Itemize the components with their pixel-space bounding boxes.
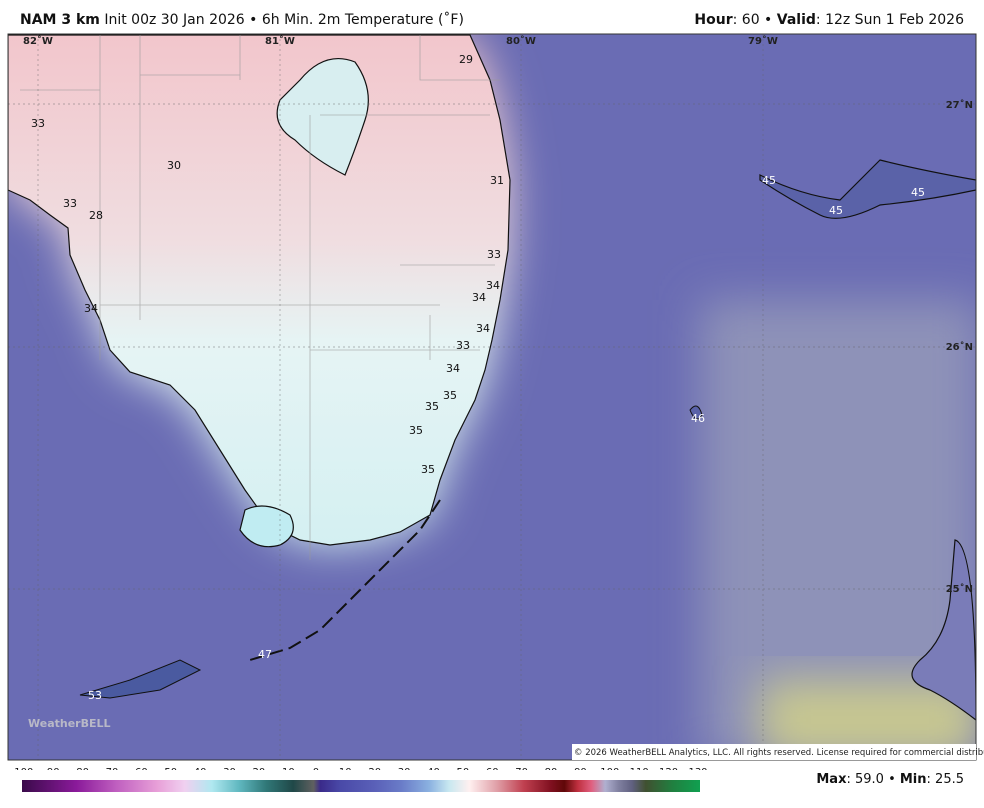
colorbar-tick-label: -10: [278, 767, 294, 770]
station-value: 34: [472, 291, 486, 304]
station-value: 45: [829, 204, 843, 217]
min: : 25.5: [926, 772, 964, 787]
colorbar-tick-label: -90: [43, 767, 59, 770]
cuba: [911, 539, 976, 721]
station-value: 47: [258, 648, 272, 661]
station-value: 35: [409, 424, 423, 437]
station-value: 45: [762, 174, 776, 187]
colorbar-tick-label: 90: [574, 767, 587, 770]
title: NAM 3 km Init 00z 30 Jan 2026 • 6h Min. …: [20, 12, 464, 28]
valid: : 12z Sun 1 Feb 2026: [815, 12, 964, 28]
lake-okeechobee: [276, 58, 369, 176]
hour-label: Hour: [694, 12, 733, 28]
longitude-label: 81˚W: [265, 35, 295, 47]
station-value: 53: [88, 689, 102, 702]
station-value: 34: [446, 362, 460, 375]
colorbar: [22, 780, 700, 792]
max-min: Max: 59.0 • Min: 25.5: [816, 772, 964, 787]
colorbar-tick-label: 110: [630, 767, 649, 770]
station-value: 33: [487, 248, 501, 261]
colorbar-tick-label: -40: [190, 767, 206, 770]
max-label: Max: [816, 772, 847, 787]
station-value: 33: [63, 197, 77, 210]
county-lines: [20, 35, 500, 560]
station-value: 35: [443, 389, 457, 402]
station-value: 34: [84, 302, 98, 315]
colorbar-tick-label: 60: [486, 767, 499, 770]
min-label: Min: [899, 772, 927, 787]
colorbar-tick-label: 120: [659, 767, 678, 770]
colorbar-tick-label: 50: [457, 767, 470, 770]
longitude-label: 82˚W: [23, 35, 53, 47]
bahamas: [759, 159, 976, 219]
logo: WeatherBELL: [28, 717, 111, 730]
hour: : 60 •: [732, 12, 777, 28]
colorbar-tick-label: -20: [249, 767, 265, 770]
longitude-label: 80˚W: [506, 35, 536, 47]
latitude-label: 27˚N: [946, 99, 973, 111]
model: NAM 3 km: [20, 12, 100, 28]
station-value: 31: [490, 174, 504, 187]
colorbar-tick-label: 130: [688, 767, 707, 770]
station-value: 45: [911, 186, 925, 199]
colorbar-tick-label: 20: [368, 767, 381, 770]
colorbar-tick-label: 40: [427, 767, 440, 770]
latitude-label: 26˚N: [946, 341, 973, 353]
colorbar-tick-label: -30: [220, 767, 236, 770]
station-value: 33: [31, 117, 45, 130]
station-value: 35: [425, 400, 439, 413]
colorbar-tick-label: -50: [161, 767, 177, 770]
colorbar-tick-label: 0: [313, 767, 319, 770]
map: 82˚W 81˚W 80˚W 79˚W 27˚N 26˚N 25˚N 33 30 33 28 34 29…: [7, 33, 984, 770]
station-value: 28: [89, 209, 103, 222]
colorbar-tick-label: 10: [339, 767, 352, 770]
colorbar-tick-label: 100: [600, 767, 619, 770]
valid-label: Valid: [776, 12, 816, 28]
description: Init 00z 30 Jan 2026 • 6h Min. 2m Temper…: [104, 12, 464, 28]
valid-info: Hour: 60 • Valid: 12z Sun 1 Feb 2026: [694, 12, 964, 28]
colorbar-tick-label: -80: [73, 767, 89, 770]
florida-keys: [249, 499, 441, 661]
colorbar-tick-label: -100: [11, 767, 34, 770]
island: [689, 405, 703, 420]
cape-sable: [239, 505, 294, 548]
latitude-label: 25˚N: [946, 583, 973, 595]
station-value: 33: [456, 339, 470, 352]
colorbar-tick-label: 30: [398, 767, 411, 770]
colorbar-tick-label: 70: [515, 767, 528, 770]
map-frame: [7, 33, 977, 761]
station-value: 46: [691, 412, 705, 425]
colorbar-tick-label: -60: [131, 767, 147, 770]
station-value: 34: [486, 279, 500, 292]
colorbar-tick-label: -70: [102, 767, 118, 770]
longitude-label: 79˚W: [748, 35, 778, 47]
station-value: 34: [476, 322, 490, 335]
copyright: © 2026 WeatherBELL Analytics, LLC. All r…: [574, 748, 984, 758]
station-value: 30: [167, 159, 181, 172]
copyright-bg: [572, 744, 976, 760]
florida: [8, 34, 511, 546]
max: : 59.0 •: [846, 772, 900, 787]
station-value: 29: [459, 53, 473, 66]
colorbar-tick-label: 80: [545, 767, 558, 770]
keys-west: [79, 659, 202, 699]
station-value: 35: [421, 463, 435, 476]
